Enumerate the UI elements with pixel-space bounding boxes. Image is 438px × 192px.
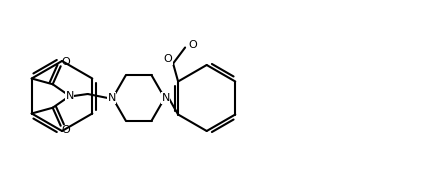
Text: N: N (107, 93, 116, 103)
Text: N: N (65, 91, 74, 101)
Text: O: O (61, 57, 70, 67)
Text: O: O (163, 55, 172, 65)
Text: N: N (161, 93, 170, 103)
Text: O: O (61, 125, 70, 135)
Text: O: O (188, 40, 197, 50)
